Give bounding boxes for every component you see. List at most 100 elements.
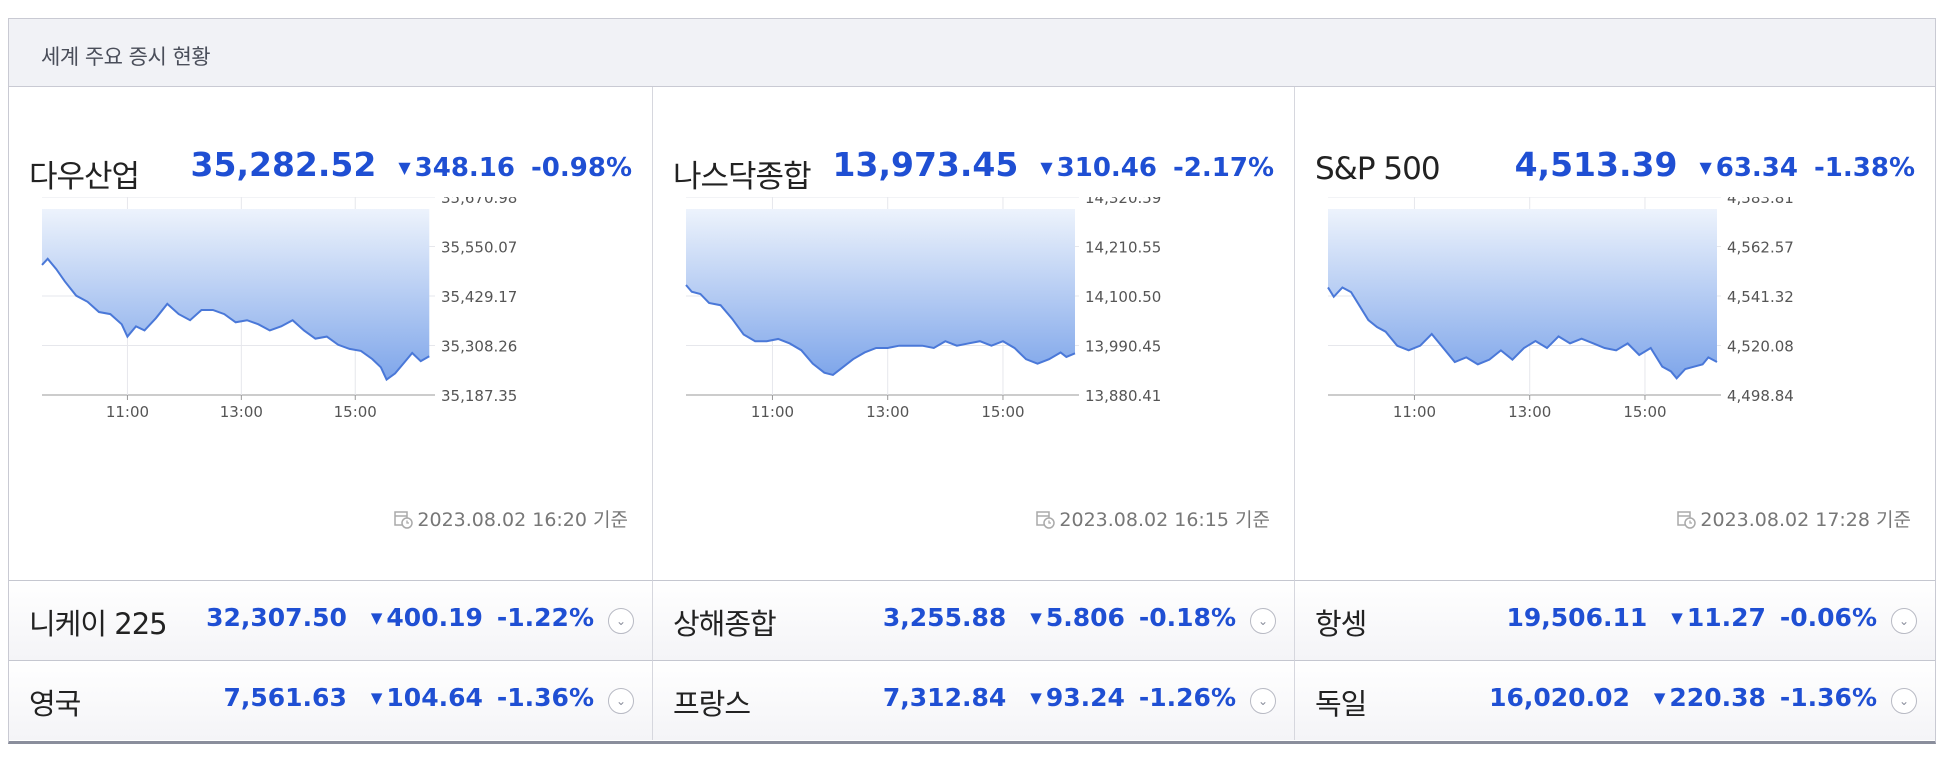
down-triangle-icon: ▼: [370, 689, 383, 707]
series-line: [41, 257, 430, 382]
intraday-chart[interactable]: 14,320.59 14,210.55 14,100.50 13,990.45 13,8…: [653, 197, 1295, 497]
index-row-shanghai[interactable]: 상해종합 3,255.88 ▼ 5.806 -0.18% ⌄: [652, 580, 1294, 660]
index-price: 4,513.39: [1514, 145, 1678, 184]
index-name: 항셍: [1315, 607, 1367, 641]
calendar-clock-icon: [394, 511, 414, 529]
series-area: [42, 209, 430, 380]
y-tick-label: 35,550.07: [441, 239, 517, 257]
index-change: ▼ 400.19: [371, 603, 483, 632]
index-change: ▼ 348.16: [398, 153, 515, 183]
index-values: 7,312.84 ▼ 93.24 -1.26%: [883, 683, 1236, 712]
timestamp: 2023.08.02 16:20 기준: [393, 505, 628, 532]
y-tick-label: 35,670.98: [441, 197, 517, 207]
change-value: 11.27: [1686, 603, 1766, 632]
index-name: 독일: [1315, 687, 1367, 721]
x-tick-label: 15:00: [334, 403, 377, 421]
world-markets-widget: 세계 주요 증시 현황 다우산업 35,282.52 ▼ 348.16 -0.98% …: [8, 18, 1936, 744]
down-triangle-icon: ▼: [1030, 689, 1042, 707]
index-name: 니케이 225: [29, 607, 168, 641]
index-panel-sp500[interactable]: S&P 500 4,513.39 ▼ 63.34 -1.38% 4,583.81 4,5…: [1294, 87, 1935, 580]
index-panel-nasdaq[interactable]: 나스닥종합 13,973.45 ▼ 310.46 -2.17% 14,320.59 14…: [652, 87, 1294, 580]
intraday-chart[interactable]: 4,583.81 4,562.57 4,541.32 4,520.08 4,498.84…: [1295, 197, 1936, 497]
y-tick-label: 13,880.41: [1085, 387, 1161, 405]
x-tick-label: 13:00: [866, 403, 909, 421]
chevron-down-icon[interactable]: ⌄: [1250, 608, 1276, 634]
index-price: 32,307.50: [206, 603, 347, 632]
index-change: ▼ 93.24: [1030, 683, 1125, 712]
index-row-germany[interactable]: 독일 16,020.02 ▼ 220.38 -1.36% ⌄: [1294, 660, 1935, 740]
index-values: 4,513.39 ▼ 63.34 -1.38%: [1515, 145, 1915, 184]
index-values: 3,255.88 ▼ 5.806 -0.18%: [883, 603, 1236, 632]
index-pct: -1.36%: [496, 683, 594, 712]
index-price: 7,312.84: [882, 683, 1007, 712]
index-values: 35,282.52 ▼ 348.16 -0.98%: [191, 145, 632, 184]
chevron-down-icon[interactable]: ⌄: [1891, 688, 1917, 714]
index-values: 7,561.63 ▼ 104.64 -1.36%: [223, 683, 594, 712]
index-pct: -1.36%: [1779, 683, 1877, 712]
index-name: 영국: [29, 687, 81, 721]
y-tick-label: 4,520.08: [1727, 338, 1794, 356]
down-triangle-icon: ▼: [1030, 609, 1042, 627]
x-tick-label: 11:00: [1393, 403, 1436, 421]
x-tick-label: 15:00: [1623, 403, 1666, 421]
index-pct: -1.26%: [1138, 683, 1236, 712]
x-tick-label: 13:00: [220, 403, 263, 421]
calendar-clock-icon: [1036, 511, 1056, 529]
index-row-france[interactable]: 프랑스 7,312.84 ▼ 93.24 -1.26% ⌄: [652, 660, 1294, 740]
timestamp-text: 2023.08.02 17:28 기준: [1700, 509, 1911, 531]
change-value: 400.19: [386, 603, 483, 632]
x-tick-label: 15:00: [981, 403, 1024, 421]
index-pct: -0.18%: [1138, 603, 1236, 632]
y-tick-label: 4,562.57: [1727, 239, 1794, 257]
chevron-down-icon[interactable]: ⌄: [1250, 688, 1276, 714]
index-name: 프랑스: [673, 687, 751, 721]
index-price: 13,973.45: [832, 145, 1019, 184]
series-line: [1327, 286, 1718, 380]
down-triangle-icon: ▼: [370, 609, 383, 627]
index-change: ▼ 104.64: [371, 683, 483, 712]
y-tick-label: 13,990.45: [1085, 338, 1161, 356]
change-value: 5.806: [1045, 603, 1125, 632]
y-tick-label: 35,187.35: [441, 387, 517, 405]
timestamp-text: 2023.08.02 16:15 기준: [1059, 509, 1270, 531]
index-row-uk[interactable]: 영국 7,561.63 ▼ 104.64 -1.36% ⌄: [9, 660, 652, 740]
index-pct: -0.98%: [531, 153, 632, 183]
index-values: 19,506.11 ▼ 11.27 -0.06%: [1507, 603, 1878, 632]
y-tick-label: 14,320.59: [1085, 197, 1161, 207]
index-price: 19,506.11: [1506, 603, 1648, 632]
down-triangle-icon: ▼: [1653, 689, 1666, 707]
series-line: [685, 284, 1076, 377]
series-area: [1328, 209, 1717, 379]
y-tick-label: 35,429.17: [441, 288, 517, 306]
x-tick-label: 11:00: [106, 403, 149, 421]
index-values: 32,307.50 ▼ 400.19 -1.22%: [206, 603, 594, 632]
change-value: 104.64: [386, 683, 483, 712]
index-change: ▼ 5.806: [1030, 603, 1125, 632]
timestamp: 2023.08.02 17:28 기준: [1676, 505, 1911, 532]
index-pct: -1.22%: [496, 603, 594, 632]
index-price: 16,020.02: [1489, 683, 1630, 712]
intraday-chart[interactable]: 35,670.98 35,550.07 35,429.17 35,308.26 35,1…: [9, 197, 652, 497]
change-value: 348.16: [414, 153, 515, 183]
index-name: 나스닥종합: [673, 159, 812, 195]
change-value: 310.46: [1056, 153, 1157, 183]
timestamp-text: 2023.08.02 16:20 기준: [417, 509, 628, 531]
index-name: S&P 500: [1315, 151, 1441, 187]
down-triangle-icon: ▼: [1671, 609, 1683, 627]
index-change: ▼ 220.38: [1654, 683, 1766, 712]
change-value: 220.38: [1669, 683, 1766, 712]
index-pct: -0.06%: [1779, 603, 1877, 632]
change-value: 63.34: [1715, 153, 1798, 183]
widget-header: 세계 주요 증시 현황: [9, 19, 1935, 87]
down-triangle-icon: ▼: [1040, 158, 1053, 177]
chevron-down-icon[interactable]: ⌄: [608, 608, 634, 634]
chevron-down-icon[interactable]: ⌄: [608, 688, 634, 714]
index-pct: -1.38%: [1814, 153, 1915, 183]
chevron-down-icon[interactable]: ⌄: [1891, 608, 1917, 634]
index-price: 35,282.52: [190, 145, 377, 184]
index-row-nikkei[interactable]: 니케이 225 32,307.50 ▼ 400.19 -1.22% ⌄: [9, 580, 652, 660]
timestamp: 2023.08.02 16:15 기준: [1035, 505, 1270, 532]
y-tick-label: 4,541.32: [1727, 288, 1794, 306]
index-panel-dow[interactable]: 다우산업 35,282.52 ▼ 348.16 -0.98% 35,670.98 35,…: [9, 87, 652, 580]
index-row-hangseng[interactable]: 항셍 19,506.11 ▼ 11.27 -0.06% ⌄: [1294, 580, 1935, 660]
